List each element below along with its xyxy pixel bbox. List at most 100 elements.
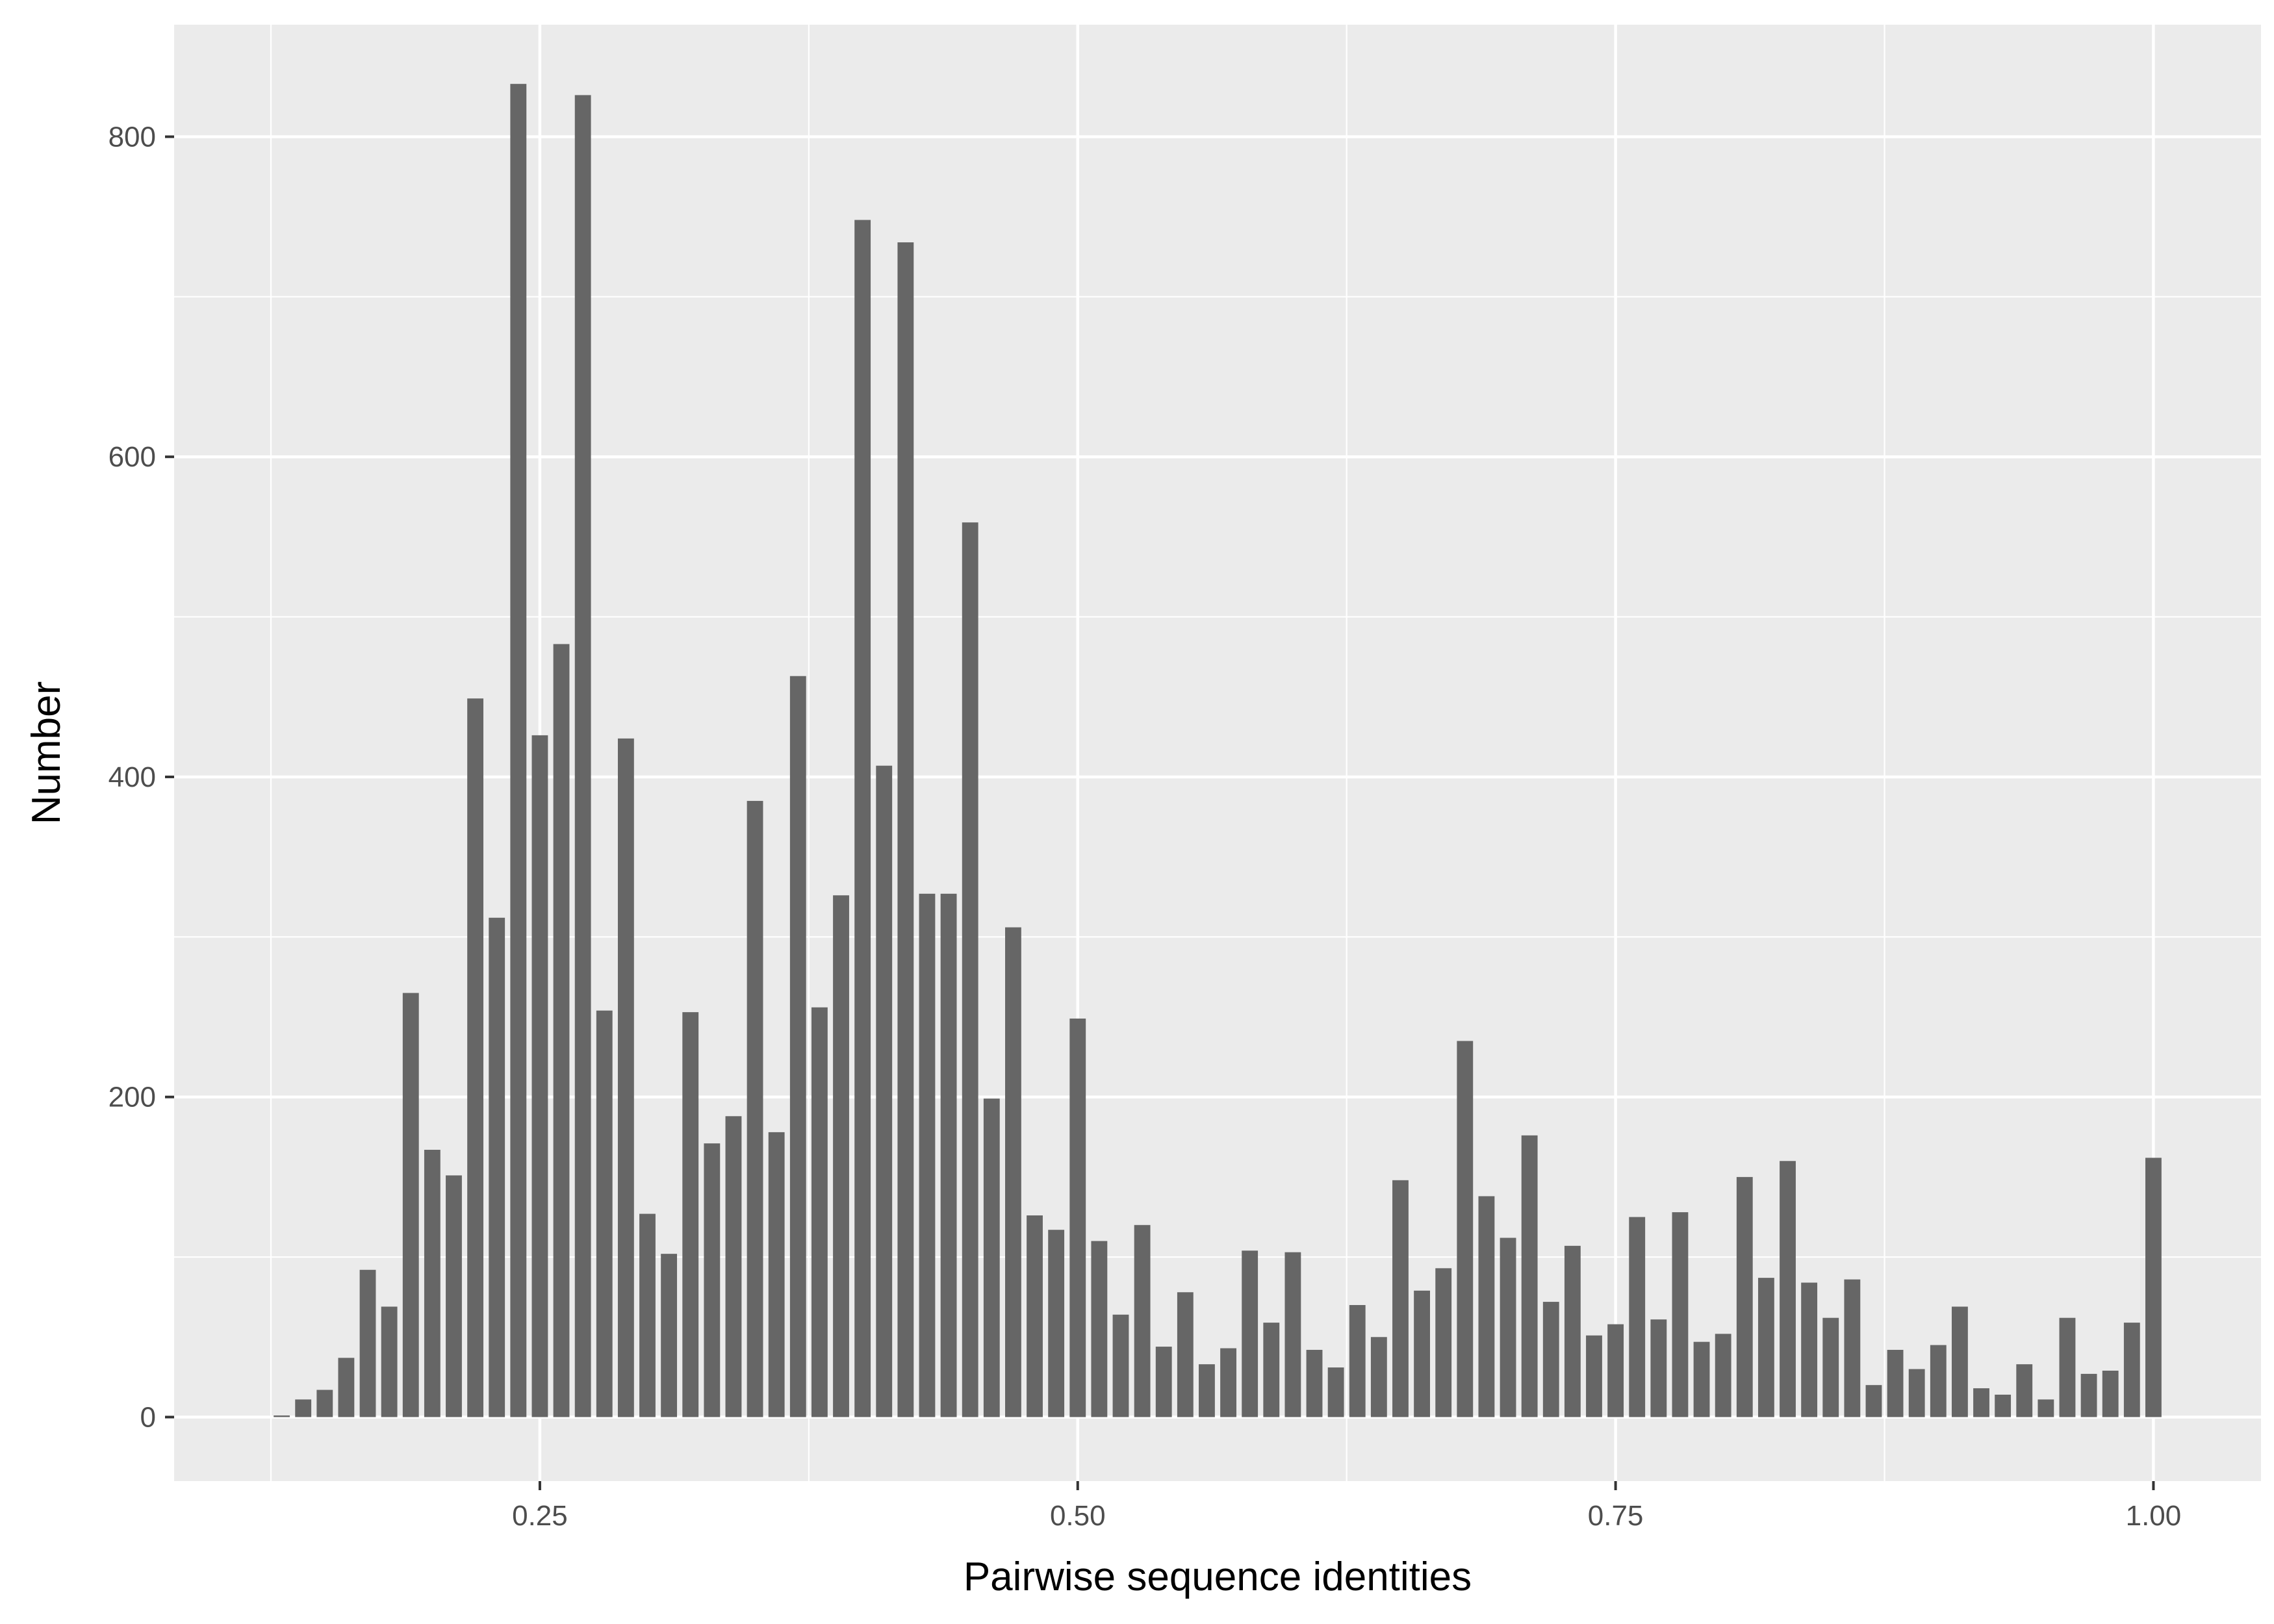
bar [596,1010,613,1417]
bar [2059,1317,2076,1417]
bar [274,1415,290,1417]
x-tick-label: 0.50 [1050,1500,1106,1532]
bar [1199,1364,1215,1417]
bar [1629,1217,1646,1417]
bar [919,893,936,1417]
bar [1865,1385,1882,1417]
bar [789,676,806,1417]
y-tick-label: 600 [109,441,156,473]
bar [833,895,849,1417]
bar [661,1254,678,1417]
bar [1414,1290,1430,1417]
y-tick-label: 800 [109,121,156,153]
bar [531,735,548,1417]
bar [2038,1399,2054,1417]
bar [1177,1292,1194,1417]
y-tick-label: 400 [109,761,156,793]
bar [983,1098,1000,1417]
bar [338,1358,355,1417]
bar [1435,1268,1452,1417]
bar [1457,1041,1474,1417]
bar [467,698,484,1417]
y-tick-label: 200 [109,1082,156,1113]
bar [1736,1176,1753,1417]
bar [2145,1158,2162,1417]
bar [1973,1388,1989,1417]
bar [1780,1161,1796,1417]
bar [1327,1367,1344,1417]
bar [2102,1371,2119,1417]
y-axis-title: Number [24,681,69,825]
bar [876,765,893,1417]
bar [1478,1196,1495,1417]
bar [962,522,978,1417]
bar [1500,1237,1516,1417]
bar [1392,1180,1409,1417]
bar [1930,1345,1947,1417]
bar [1586,1335,1602,1417]
bar [704,1143,721,1417]
x-tick-label: 1.00 [2126,1500,2182,1532]
x-axis: 0.25 0.50 0.75 1.00 [512,1481,2181,1532]
bar [359,1269,376,1417]
bars-group [274,84,2162,1417]
bar [1564,1245,1581,1417]
bar [1801,1282,1818,1417]
bar [768,1132,785,1417]
bar [1306,1349,1323,1417]
bar [639,1213,656,1417]
bar [1693,1341,1710,1417]
bar [617,738,634,1417]
bar [510,84,527,1417]
bar [1112,1314,1129,1417]
bar [316,1389,333,1417]
bar [1908,1369,1925,1417]
bar [1607,1324,1624,1417]
bar [489,917,505,1417]
bar [1242,1250,1258,1417]
bar [1220,1348,1236,1417]
bar [1951,1306,1968,1417]
bar [2080,1373,2097,1417]
bar [1005,927,1021,1417]
bar [1844,1279,1861,1417]
bar [446,1175,462,1417]
bar [402,993,419,1417]
x-tick-label: 0.25 [512,1500,568,1532]
bar [1672,1212,1689,1417]
bar [1349,1304,1366,1417]
bar [1887,1349,1904,1417]
bar [1048,1230,1065,1417]
bar [854,220,871,1417]
plot-panel [174,25,2261,1481]
bar [2016,1364,2033,1417]
bar [897,242,914,1417]
y-tick-label: 0 [140,1401,156,1433]
x-axis-title: Pairwise sequence identities [964,1554,1472,1599]
bar [1134,1224,1151,1417]
y-axis: 0 200 400 600 800 [109,121,174,1433]
bar [1650,1319,1667,1417]
bar [1995,1394,2012,1417]
bar [1091,1241,1108,1417]
bar [1027,1215,1043,1417]
bar [553,644,570,1417]
bar [1542,1302,1559,1417]
bar [1263,1323,1280,1417]
bar [2123,1323,2140,1417]
bar [1155,1347,1172,1417]
bar [811,1007,828,1417]
bar [1822,1317,1839,1417]
x-tick-label: 0.75 [1588,1500,1644,1532]
bar [1069,1018,1086,1417]
bar [725,1116,742,1417]
bar [1715,1334,1731,1417]
bar [1521,1135,1538,1417]
bar [1757,1278,1774,1417]
bar [574,95,591,1417]
bar [424,1150,441,1417]
bar [381,1306,398,1417]
bar [940,893,957,1417]
